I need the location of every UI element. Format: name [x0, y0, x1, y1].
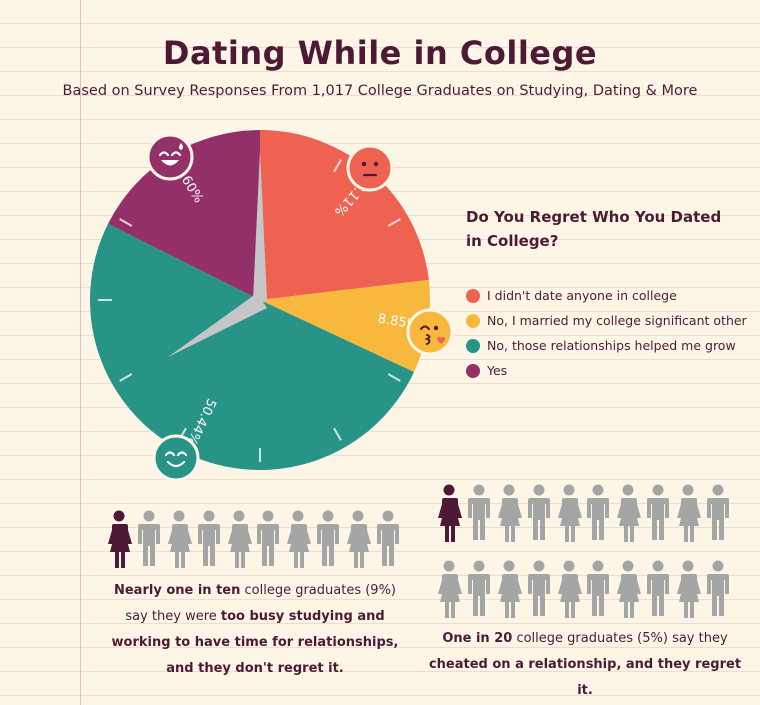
clock-tick [387, 218, 401, 227]
person-icon [285, 510, 312, 568]
person-icon [556, 484, 582, 542]
caption-bold: too busy studying and [220, 609, 385, 624]
left-caption: Nearly one in ten college graduates (9%)… [90, 578, 420, 682]
legend-swatch [466, 288, 480, 303]
legend-swatch [466, 313, 480, 328]
caption-bold: working to have time for relationships, [111, 635, 399, 650]
legend-label: No, I married my college significant oth… [487, 313, 747, 328]
clock-tick [333, 427, 342, 441]
legend-item: Yes [466, 358, 747, 383]
legend-title-line-2: in College? [466, 232, 559, 250]
clock-tick [119, 373, 133, 382]
page-subtitle: Based on Survey Responses From 1,017 Col… [62, 83, 698, 99]
legend-swatch [466, 363, 480, 378]
person-icon [615, 560, 642, 618]
person-icon [226, 510, 252, 568]
person-icon [315, 510, 341, 568]
person-icon [466, 560, 492, 618]
sweat-smile-face-icon [146, 133, 194, 181]
person-icon [615, 484, 642, 542]
clock-tick [333, 159, 342, 173]
highlighted-person-icon [106, 510, 132, 568]
person-icon [255, 510, 281, 568]
caption-bold: Nearly one in ten [113, 583, 241, 598]
caption-text: college graduates (9%) [240, 583, 397, 598]
person-icon [436, 560, 462, 618]
kissing-face-icon [406, 308, 454, 356]
person-icon [466, 484, 492, 542]
smiling-face-icon [152, 434, 200, 482]
legend-item: No, I married my college significant oth… [466, 308, 747, 333]
pie-slice [260, 279, 431, 372]
clock-hand-hour [168, 293, 267, 357]
person-icon [375, 510, 401, 568]
person-icon [496, 560, 522, 618]
clock-tick [119, 218, 133, 227]
clock-tick [387, 373, 401, 382]
person-icon [705, 560, 731, 618]
clock-hand-minute [253, 150, 267, 304]
caption-bold: One in 20 [442, 631, 513, 646]
person-icon [585, 560, 611, 618]
legend-title-line-1: Do You Regret Who You Dated [466, 208, 722, 226]
caption-bold: cheated on a relationship, and they regr… [428, 657, 742, 698]
pie-slice [90, 223, 415, 470]
person-icon [705, 484, 731, 542]
person-icon [496, 484, 522, 542]
person-icon [526, 484, 552, 542]
neutral-face-icon [346, 144, 394, 192]
person-icon [675, 484, 702, 542]
legend-label: No, those relationships helped me grow [487, 338, 736, 353]
legend: I didn't date anyone in college No, I ma… [466, 283, 747, 383]
person-icon [166, 510, 192, 568]
legend-swatch [466, 338, 480, 353]
pie-slice [108, 130, 260, 300]
person-icon [645, 484, 671, 542]
person-icon-row [106, 510, 405, 568]
right-caption: One in 20 college graduates (5%) say the… [420, 626, 750, 704]
legend-item: No, those relationships helped me grow [466, 333, 747, 358]
caption-bold: and they don't regret it. [166, 661, 344, 676]
pie-slice [260, 130, 429, 300]
person-icon [136, 510, 162, 568]
person-icon-row [436, 484, 735, 542]
legend-label: I didn't date anyone in college [487, 288, 677, 303]
person-icon [556, 560, 582, 618]
person-icon [526, 560, 552, 618]
person-icon [585, 484, 611, 542]
caption-text: college graduates (5%) say they [512, 631, 728, 646]
legend-title: Do You Regret Who You Dated in College? [466, 205, 726, 253]
person-icon-row [436, 560, 735, 618]
person-icon [196, 510, 222, 568]
legend-label: Yes [487, 363, 508, 378]
caption-text: say they were [125, 609, 221, 624]
person-icon [645, 560, 671, 618]
highlighted-person-icon [436, 484, 462, 542]
legend-item: I didn't date anyone in college [466, 283, 747, 308]
person-icon [675, 560, 702, 618]
page-title: Dating While in College [162, 34, 598, 72]
person-icon [345, 510, 372, 568]
